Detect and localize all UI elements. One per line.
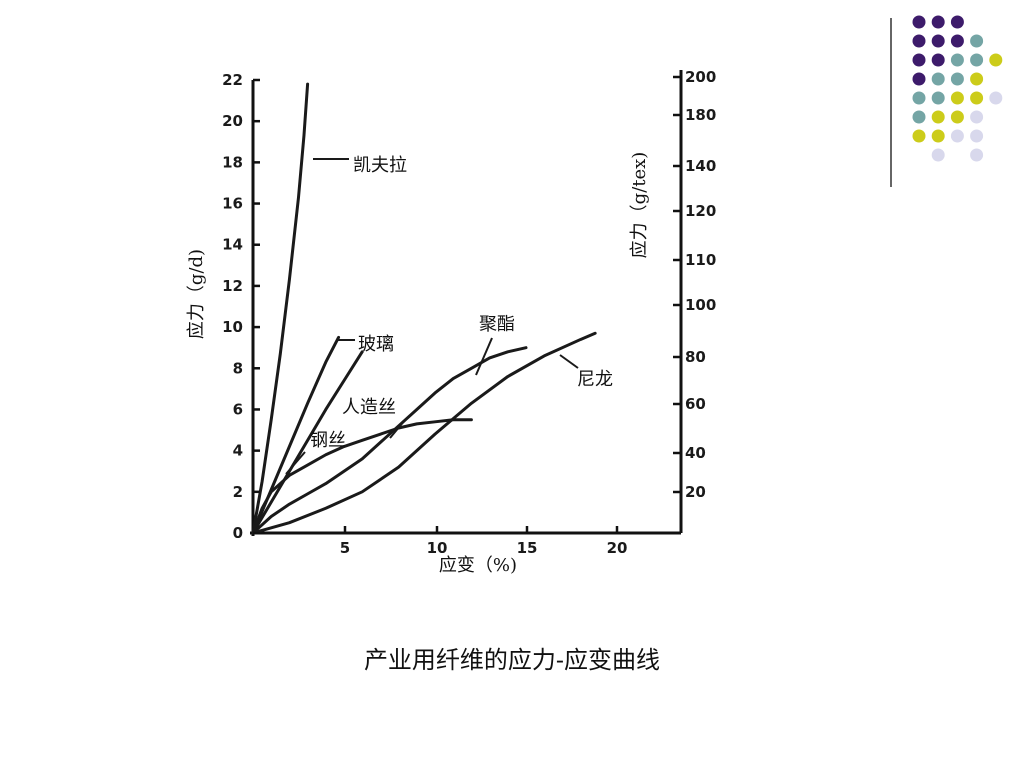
decor-dot (931, 91, 945, 105)
decorative-dots (912, 15, 1003, 162)
y-left-tick-label: 14 (222, 236, 243, 254)
chart-ticks: 0 2 4 6 8 10 12 14 16 18 20 22 20 40 60 80 100 110 120 140 1… (222, 68, 716, 557)
decor-dot (912, 110, 926, 124)
y-left-tick-label: 18 (222, 153, 243, 171)
series-line (251, 418, 473, 535)
decor-dot (989, 91, 1003, 105)
series-label: 玻璃 (358, 334, 394, 355)
y-right-tick-label: 20 (685, 483, 706, 501)
y-left-tick-label: 8 (233, 359, 243, 377)
decor-dot (950, 34, 964, 48)
x-tick-label: 5 (340, 539, 350, 557)
decor-dot (950, 15, 964, 29)
y-left-tick-label: 22 (222, 71, 243, 89)
y-right-tick-label: 100 (685, 296, 716, 314)
series-leader-line (559, 354, 579, 369)
y-left-tick-label: 12 (222, 277, 243, 295)
y-axis-label-right: 应力（g/tex) (629, 152, 650, 259)
y-right-tick-label: 140 (685, 157, 716, 175)
series-label: 聚酯 (479, 314, 515, 335)
series-label: 人造丝 (342, 397, 396, 418)
series-leader-line (389, 419, 406, 439)
series-leader-line (285, 451, 306, 475)
decor-dot (912, 34, 926, 48)
decor-dot (989, 53, 1003, 67)
decor-dot (970, 129, 984, 143)
y-right-tick-label: 40 (685, 444, 706, 462)
decor-dot (950, 129, 964, 143)
decor-dot (931, 53, 945, 67)
decor-dot (970, 72, 984, 86)
decor-dot (970, 34, 984, 48)
series-line (251, 350, 364, 535)
y-right-tick-label: 120 (685, 202, 716, 220)
decor-dot (931, 15, 945, 29)
y-right-tick-label: 60 (685, 395, 706, 413)
decor-dot (950, 91, 964, 105)
y-right-tick-label: 80 (685, 348, 706, 366)
decor-dot (950, 72, 964, 86)
decor-dot (970, 53, 984, 67)
x-tick-label: 15 (517, 539, 538, 557)
series-label: 凯夫拉 (353, 155, 407, 176)
series-label: 钢丝 (310, 430, 346, 451)
x-tick-label: 10 (427, 539, 448, 557)
y-left-tick-label: 6 (233, 400, 243, 418)
series-leader-line (475, 337, 493, 376)
decor-dot (950, 110, 964, 124)
y-right-tick-label: 200 (685, 68, 716, 86)
decor-dot (970, 148, 984, 162)
y-left-tick-label: 10 (222, 318, 243, 336)
decor-dot (912, 53, 926, 67)
y-left-tick-label: 2 (233, 483, 243, 501)
y-right-tick-label: 180 (685, 106, 716, 124)
chart-axes (250, 70, 683, 536)
decor-dot (912, 129, 926, 143)
decor-dot (931, 148, 945, 162)
series-line (251, 346, 528, 535)
x-tick-label: 20 (607, 539, 628, 557)
chart-lines (251, 82, 597, 535)
decor-dot (912, 15, 926, 29)
y-left-tick-label: 4 (233, 442, 243, 460)
y-axis-label-left: 应力（g/d) (186, 249, 207, 339)
decor-dot (912, 72, 926, 86)
decor-dot (970, 110, 984, 124)
series-line (251, 82, 310, 535)
series-label: 尼龙 (577, 369, 613, 390)
decor-dot (931, 34, 945, 48)
decor-dot (970, 91, 984, 105)
y-left-tick-label: 16 (222, 195, 243, 213)
decor-dot (931, 72, 945, 86)
x-axis-label: 应变（%) (439, 555, 517, 576)
decor-dot (912, 91, 926, 105)
y-left-tick-label: 20 (222, 112, 243, 130)
decor-dot (950, 53, 964, 67)
y-left-tick-label: 0 (233, 524, 243, 542)
y-right-tick-label: 110 (685, 251, 716, 269)
series-line (251, 331, 597, 535)
decor-dot (931, 129, 945, 143)
slide-caption: 产业用纤维的应力-应变曲线 (363, 646, 661, 674)
decor-dot (931, 110, 945, 124)
